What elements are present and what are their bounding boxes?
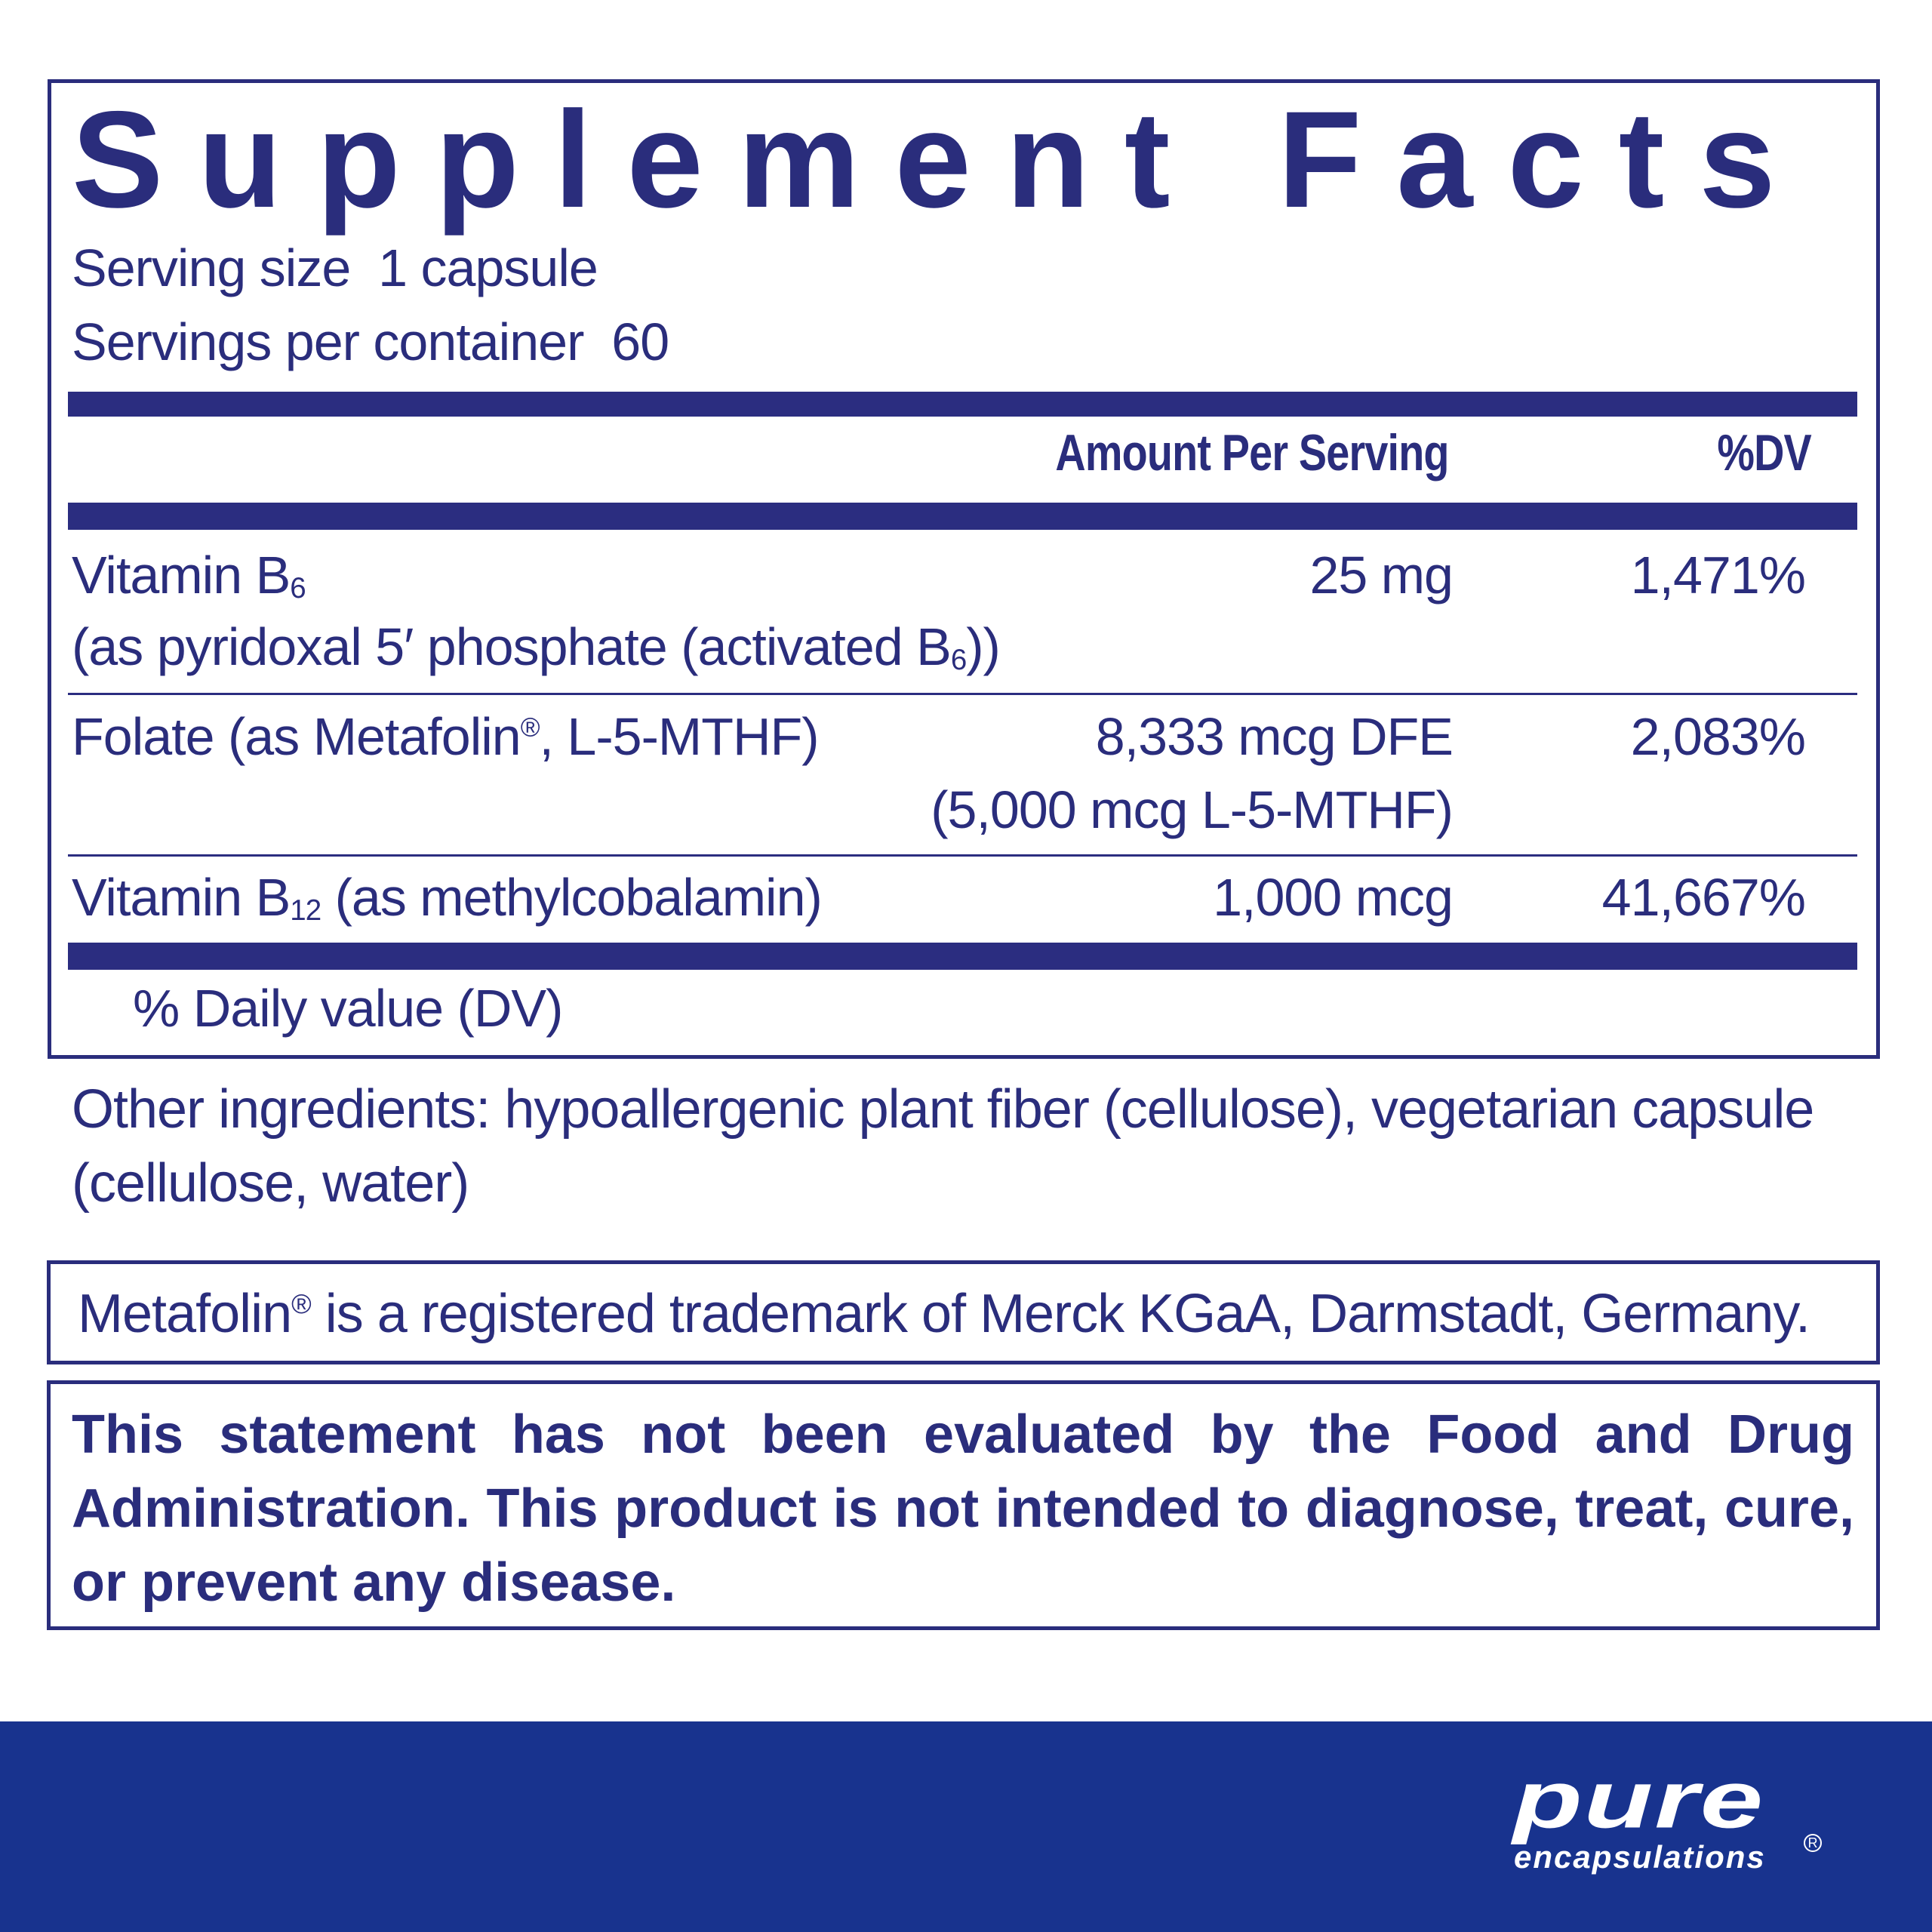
- header-amount: Amount Per Serving: [1055, 424, 1450, 481]
- trademark-notice: Metafolin® is a registered trademark of …: [78, 1287, 1810, 1341]
- trademark-box: [47, 1260, 1880, 1364]
- nutrient-detail: (as pyridoxal 5′ phosphate (activated B6…: [72, 617, 1001, 676]
- other-ingredients: Other ingredients: hypoallergenic plant …: [72, 1079, 1814, 1140]
- trademark-name: Metafolin: [78, 1284, 292, 1344]
- dv-footnote: % Daily value (DV): [133, 979, 563, 1038]
- trademark-text: is a registered trademark of Merck KGaA,…: [310, 1284, 1810, 1344]
- nutrient-dv: 2,083%: [1630, 707, 1806, 766]
- fda-disclaimer: This statement has not been evaluated by…: [72, 1404, 1854, 1613]
- nutrient-name: Folate (as Metafolin®, L-5-MTHF): [72, 707, 820, 766]
- nutrient-amount: 1,000 mcg: [1213, 868, 1454, 927]
- disclaimer-box: [47, 1380, 1880, 1630]
- nutrient-name: Vitamin B6: [72, 549, 306, 603]
- registered-mark: ®: [520, 712, 540, 743]
- nutrient-dv: 41,667%: [1601, 868, 1806, 927]
- detail-end: )): [966, 617, 1001, 676]
- nutrient-label-end: (as methylcobalamin): [321, 868, 823, 927]
- servings-per-container: Servings per container 60: [72, 312, 669, 371]
- nutrient-amount-detail: (5,000 mcg L-5-MTHF): [931, 780, 1454, 839]
- nutrient-label-end: , L-5-MTHF): [539, 707, 820, 766]
- panel-title: Supplement Facts: [72, 82, 1810, 236]
- nutrient-dv: 1,471%: [1630, 546, 1806, 605]
- detail-text: (as pyridoxal 5′ phosphate (activated B: [72, 617, 952, 676]
- divider-thick: [68, 503, 1857, 530]
- brand-logo-subtitle: encapsulations: [1514, 1839, 1766, 1875]
- other-ingredients-cont: (cellulose, water): [72, 1153, 469, 1214]
- brand-logo: pure: [1513, 1753, 1765, 1845]
- nutrient-name: Vitamin B12 (as methylcobalamin): [72, 868, 823, 927]
- nutrient-label: Vitamin B: [72, 868, 291, 927]
- nutrient-label: Folate (as Metafolin: [72, 707, 521, 766]
- subscript: 12: [290, 894, 321, 927]
- header-dv: %DV: [1717, 424, 1811, 481]
- supplement-facts-panel: [48, 79, 1880, 1059]
- serving-size: Serving size 1 capsule: [72, 238, 598, 297]
- subscript: 6: [290, 571, 306, 605]
- brand-footer: [0, 1721, 1932, 1932]
- subscript: 6: [950, 643, 967, 676]
- divider-thick: [68, 392, 1857, 417]
- nutrient-label: Vitamin B: [72, 546, 291, 605]
- divider-thick: [68, 943, 1857, 970]
- nutrient-amount: 8,333 mcg DFE: [1095, 707, 1454, 766]
- row-divider: [68, 693, 1857, 695]
- row-divider: [68, 854, 1857, 857]
- nutrient-amount: 25 mg: [1309, 546, 1454, 605]
- registered-mark: ®: [291, 1287, 312, 1319]
- registered-icon: R: [1804, 1834, 1822, 1852]
